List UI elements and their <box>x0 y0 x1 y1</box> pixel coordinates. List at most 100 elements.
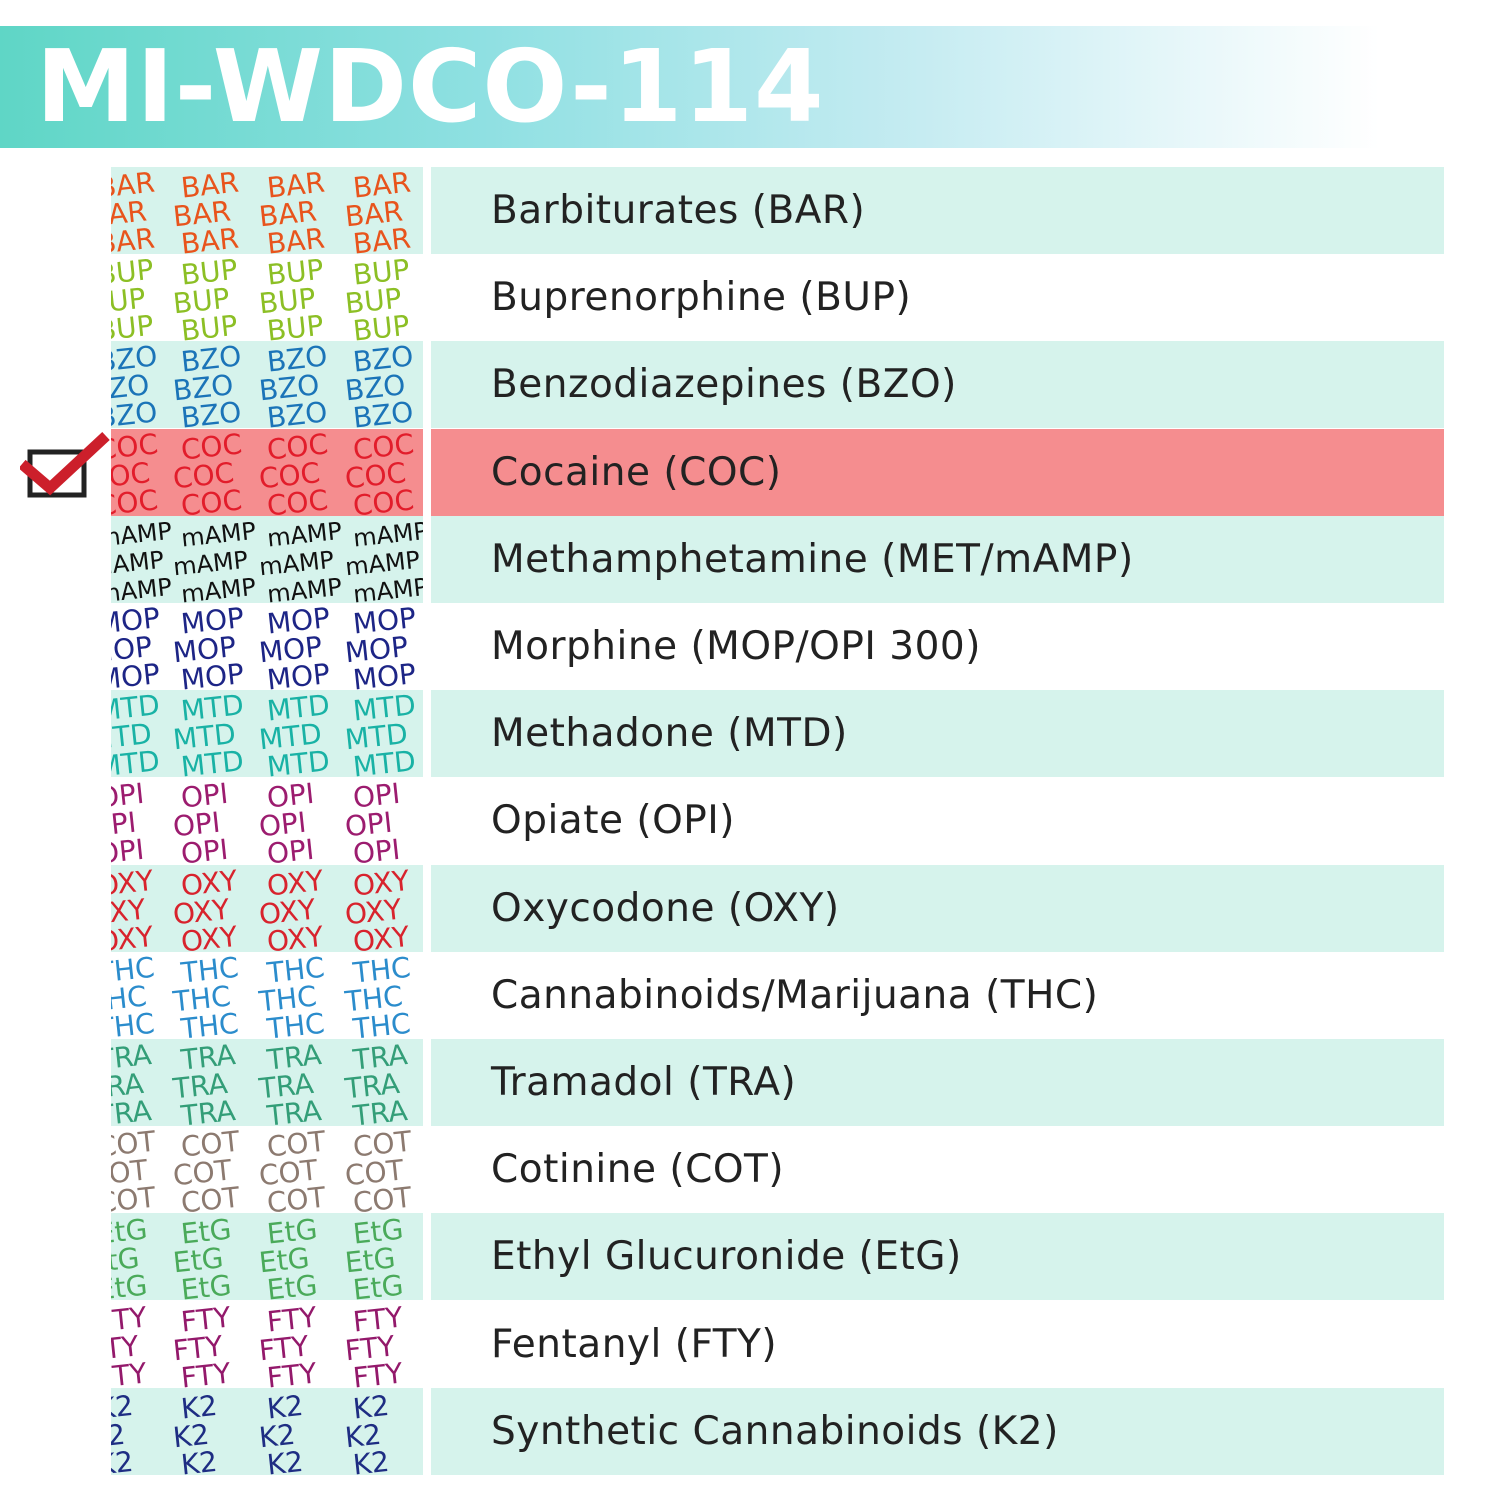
strip-code-label: BZO <box>265 396 329 429</box>
strip-code-label: BAR <box>171 195 232 234</box>
strip-code-label: BZO <box>171 369 235 408</box>
strip-code-label: COT <box>265 1126 328 1164</box>
strip-code-label: FTY <box>111 1329 141 1367</box>
strip-code-label: FTY <box>179 1356 233 1388</box>
strip-code-label: COT <box>351 1181 414 1214</box>
strip-code-label: COC <box>111 456 152 495</box>
strip-code-label: BZO <box>179 341 243 379</box>
strip-code-label: BAR <box>265 167 326 205</box>
strip-code-label: OPI <box>265 833 315 864</box>
test-strip-swatch: BZO BZO BZO BZO BZO BZO BZO BZO BZO BZO BZO BZO <box>111 341 423 429</box>
strip-code-label: COT <box>111 1126 158 1164</box>
strip-code-label: OXY <box>351 919 412 951</box>
drug-name-cell: Synthetic Cannabinoids (K2) <box>431 1387 1444 1475</box>
strip-code-label: TRA <box>264 1094 323 1126</box>
strip-code-label: COC <box>265 483 329 516</box>
strip-code-label: MOP <box>351 657 417 690</box>
drug-row: BUP BUP BUP BUP BUP BUP BUP BUP BUP BUP BUP BUP Bupr… <box>0 254 1500 341</box>
strip-code-label: COT <box>351 1126 414 1164</box>
strip-code-label: COC <box>179 429 243 467</box>
strip-code-label: OPI <box>351 777 401 815</box>
strip-code-label: COT <box>179 1181 242 1214</box>
drug-row: BZO BZO BZO BZO BZO BZO BZO BZO BZO BZO BZO BZO Benz… <box>0 341 1500 429</box>
strip-code-label: MOP <box>111 603 162 641</box>
drug-name: Morphine (MOP/OPI 300) <box>491 624 981 669</box>
strip-code-label: BAR <box>111 167 156 205</box>
strip-code-label: BZO <box>111 369 151 408</box>
drug-name: Barbiturates (BAR) <box>491 188 866 233</box>
drug-row: FTY FTY FTY FTY FTY FTY FTY FTY FTY FTY FTY FTY Fent… <box>0 1301 1500 1388</box>
strip-code-label: BAR <box>351 167 412 205</box>
strip-code-label: BUP <box>111 282 147 321</box>
strip-code-label: K2 <box>351 1445 390 1475</box>
strip-code-label: EtG <box>351 1269 405 1301</box>
strip-code-label: K2 <box>111 1389 135 1426</box>
strip-code-label: K2 <box>111 1418 127 1455</box>
strip-code-label: TRA <box>350 1094 409 1126</box>
strip-code-label: MOP <box>179 603 245 641</box>
strip-code-label: K2 <box>179 1389 218 1426</box>
strip-code-label: EtG <box>179 1213 233 1251</box>
drug-name: Cannabinoids/Marijuana (THC) <box>491 972 1099 1018</box>
strip-code-label: MTD <box>343 717 409 756</box>
test-strip-swatch: mAMP mAMP mAMP mAMP mAMP mAMP mAMP mAMP mAMP mAMP… <box>111 515 423 603</box>
drug-name: Cocaine (COC) <box>491 449 782 495</box>
strip-code-label: FTY <box>111 1356 149 1388</box>
drug-name: Benzodiazepines (BZO) <box>491 362 957 408</box>
strip-code-label: THC <box>342 979 404 1018</box>
strip-code-label: BAR <box>179 222 240 254</box>
strip-code-label: K2 <box>351 1389 390 1426</box>
strip-code-label: MTD <box>111 690 161 728</box>
strip-code-label: MTD <box>111 717 153 756</box>
strip-code-label: MOP <box>179 657 245 690</box>
strip-code-label: K2 <box>257 1418 296 1455</box>
strip-code-label: MOP <box>343 630 409 669</box>
strip-code-label: BUP <box>343 282 403 321</box>
drug-name-cell: Cocaine (COC) <box>431 428 1444 516</box>
strip-code-label: EtG <box>171 1242 225 1280</box>
strip-code-label: BZO <box>265 341 329 379</box>
strip-code-label: BUP <box>179 254 239 292</box>
test-strip-swatch: K2 K2 K2 K2 K2 K2 K2 K2 K2 K2 K2 K2 <box>111 1387 423 1475</box>
strip-code-label: EtG <box>111 1242 141 1280</box>
title-banner: MI-WDCO-114 <box>0 26 1380 148</box>
strip-code-label: MTD <box>111 744 161 777</box>
strip-code-label: BUP <box>111 254 155 292</box>
strip-code-label: OPI <box>343 806 393 844</box>
strip-code-label: FTY <box>351 1356 405 1388</box>
strip-code-label: MTD <box>351 744 417 777</box>
test-strip-swatch: FTY FTY FTY FTY FTY FTY FTY FTY FTY FTY FTY FTY <box>111 1301 423 1388</box>
drug-row: THC THC THC THC THC THC THC THC THC THC THC THC Cann… <box>0 952 1500 1039</box>
test-strip-swatch: TRA TRA TRA TRA TRA TRA TRA TRA TRA TRA TRA TRA <box>111 1039 423 1126</box>
drug-name: Methamphetamine (MET/mAMP) <box>491 536 1134 582</box>
strip-code-label: COT <box>179 1126 242 1164</box>
drug-row: K2 K2 K2 K2 K2 K2 K2 K2 K2 K2 K2 K2 Synthetic Cannab… <box>0 1387 1500 1475</box>
drug-name: Methadone (MTD) <box>491 711 848 757</box>
strip-pattern: mAMPmAMPmAMPmAMPmAMPmAMPmAMPmAMPmAMPmAMP… <box>111 517 423 603</box>
strip-code-label: BUP <box>265 309 325 341</box>
drug-row: EtG EtG EtG EtG EtG EtG EtG EtG EtG EtG EtG EtG Ethy… <box>0 1213 1500 1301</box>
strip-code-label: OXY <box>111 919 156 951</box>
strip-code-label: OPI <box>179 777 229 815</box>
strip-code-label: TRA <box>111 1094 153 1126</box>
strip-code-label: THC <box>178 952 240 990</box>
drug-name-cell: Cannabinoids/Marijuana (THC) <box>431 952 1444 1039</box>
strip-code-label: OPI <box>265 777 315 815</box>
test-strip-swatch: COT COT COT COT COT COT COT COT COT COT COT COT <box>111 1126 423 1213</box>
strip-code-label: OXY <box>343 892 404 931</box>
strip-code-label: BUP <box>257 282 317 321</box>
strip-code-label: EtG <box>265 1269 319 1301</box>
strip-code-label: BZO <box>111 341 159 379</box>
strip-code-label: OXY <box>257 892 318 931</box>
test-strip-swatch: BUP BUP BUP BUP BUP BUP BUP BUP BUP BUP BUP BUP <box>111 254 423 341</box>
test-strip-swatch: THC THC THC THC THC THC THC THC THC THC THC THC <box>111 952 423 1039</box>
strip-code-label: OXY <box>265 919 326 951</box>
drug-row: TRA TRA TRA TRA TRA TRA TRA TRA TRA TRA TRA TRA Tram… <box>0 1039 1500 1126</box>
